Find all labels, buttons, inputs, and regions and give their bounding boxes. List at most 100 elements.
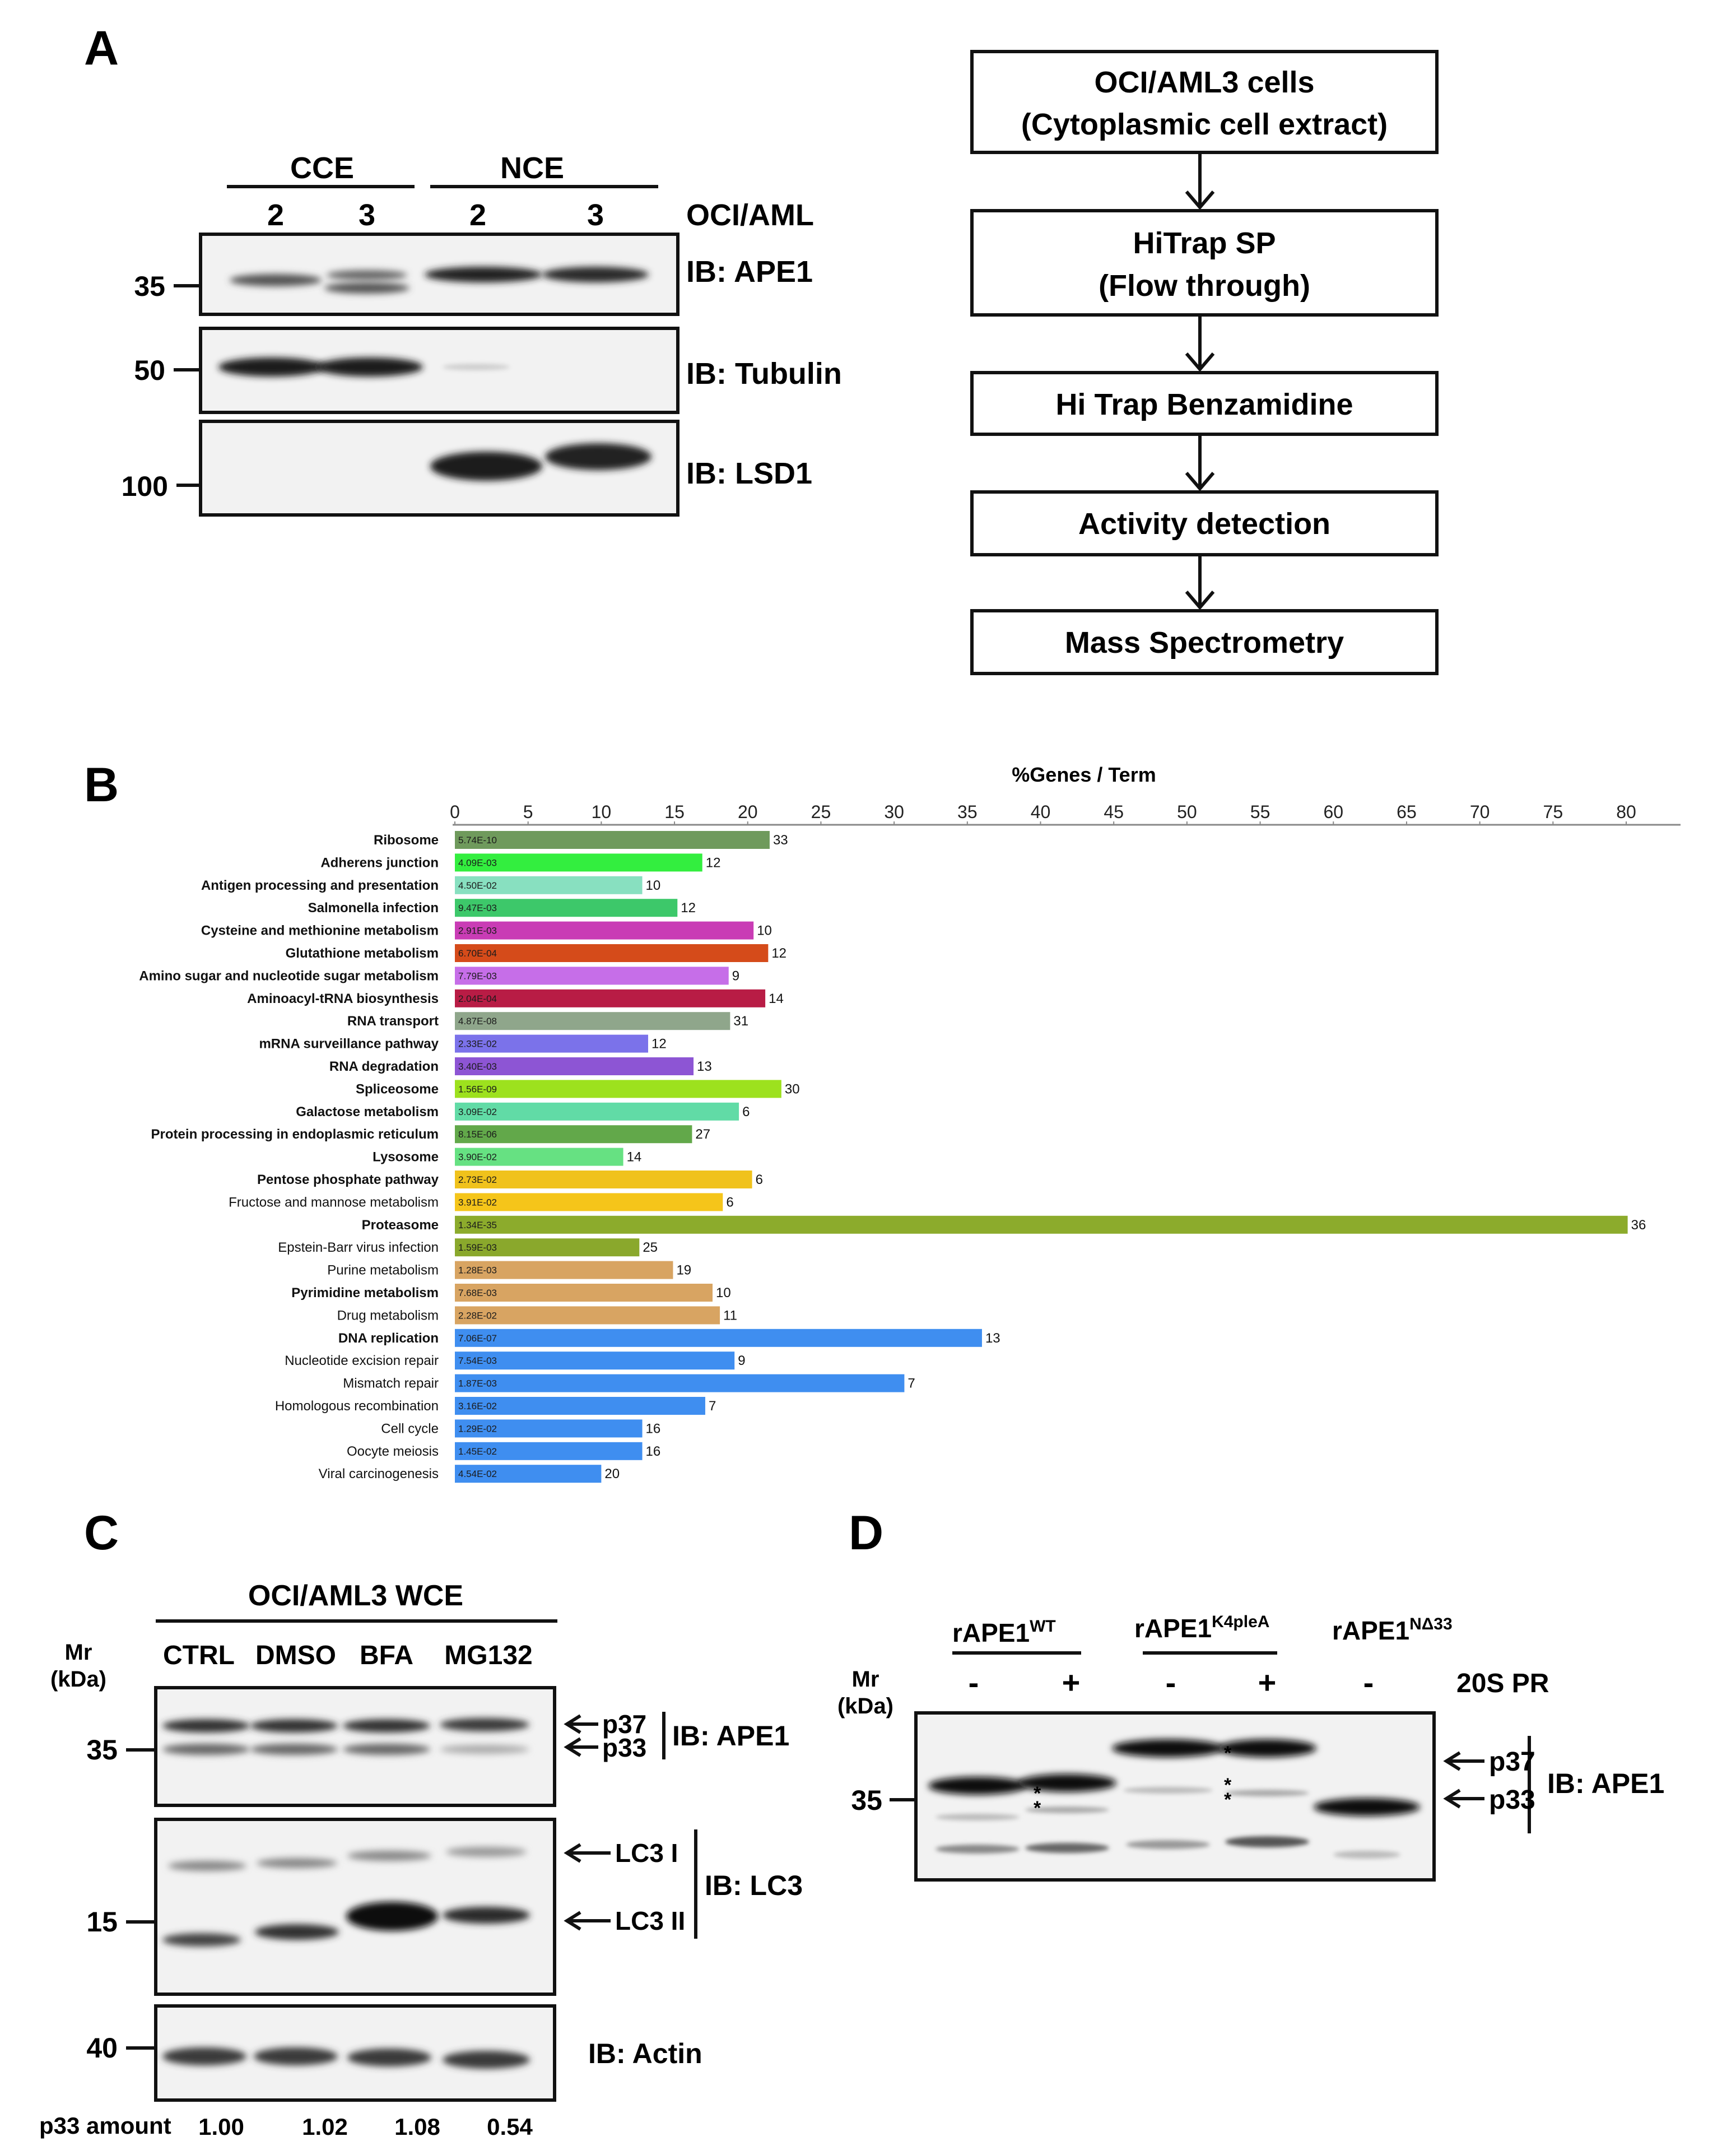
category-label: Adherens junction [320,855,439,870]
pvalue-label: 7.06E-07 [458,1333,497,1344]
marker-35: 35 [86,1734,118,1766]
marker-15: 15 [86,1906,118,1938]
gene-count-label: 20 [604,1466,620,1481]
bar [455,899,678,917]
label-lc3-i: LC3 I [615,1838,678,1868]
bar [455,1351,735,1370]
lane-label: 2 [469,198,486,232]
kda-label: (kDa) [837,1694,893,1719]
protein-label-k4plea: rAPE1K4pleA [1134,1613,1269,1643]
flow-arrow [1185,315,1215,372]
gene-count-label: 13 [697,1059,712,1074]
gene-count-label: 27 [695,1127,710,1142]
x-tick-label: 35 [957,802,978,822]
band [928,1777,1027,1795]
bar [455,831,770,849]
quant-value: 1.00 [198,2114,244,2140]
lane-label: MG132 [444,1641,532,1670]
band [1025,1806,1109,1813]
bar [455,1419,643,1438]
category-label: Glutathione metabolism [286,946,439,961]
category-label: Pentose phosphate pathway [257,1172,439,1187]
gene-count-label: 6 [756,1172,763,1187]
gene-count-label: 31 [733,1014,748,1029]
label-p33: p33 [1489,1785,1535,1815]
x-tick-label: 65 [1397,802,1417,822]
band [218,357,325,377]
protein-label-wt: rAPE1WT [952,1617,1056,1647]
pvalue-label: 7.68E-03 [458,1288,497,1298]
flow-box-3 [970,371,1439,436]
pvalue-label: 1.29E-02 [458,1423,497,1434]
star: * [1224,1789,1232,1810]
star: * [1224,1743,1232,1764]
pvalue-label: 5.74E-10 [458,835,497,846]
band [162,2047,246,2065]
protein-name: rAPE1 [952,1618,1030,1647]
bar [455,1125,692,1144]
gene-count-label: 9 [738,1353,745,1368]
gene-count-label: 10 [757,923,772,939]
marker-50: 50 [134,355,165,386]
label-p33: p33 [602,1733,646,1762]
band [1025,1843,1109,1853]
kda-label: (kDa) [50,1667,106,1692]
band [1123,1787,1213,1794]
lane-label: 3 [587,198,604,232]
x-tick-label: 80 [1616,802,1636,822]
band [446,1847,527,1857]
panel-label-d: D [849,1506,883,1560]
gene-count-label: 7 [907,1376,915,1391]
star: * [1224,1775,1232,1796]
lane-label: 3 [359,198,375,232]
pvalue-label: 4.09E-03 [458,857,497,868]
panel-d-headers: rAPE1WT rAPE1K4pleA rAPE1NΔ33 Mr (kDa) -… [837,1613,1549,1719]
bar [455,1397,705,1415]
pvalue-label: 2.91E-03 [458,926,497,936]
pvalue-label: 2.04E-04 [458,993,497,1004]
bar [455,1465,602,1483]
workflow-diagram: OCI/AML3 cells (Cytoplasmic cell extract… [970,50,1439,675]
pvalue-label: 3.40E-03 [458,1061,497,1072]
protein-name: rAPE1 [1332,1616,1409,1645]
band [440,1745,529,1754]
gene-count-label: 14 [769,991,784,1006]
band [443,364,510,370]
x-tick-label: 55 [1250,802,1270,822]
band [250,1744,338,1755]
panel-c-arrows [564,1712,697,1939]
quant-value: 1.02 [302,2114,348,2140]
arrow-lc3-ii [564,1911,611,1931]
flow-box-2-line1: HiTrap SP [1133,226,1276,260]
gene-count-label: 14 [627,1150,642,1165]
gene-count-label: 16 [646,1444,661,1459]
x-tick-label: 75 [1543,802,1563,822]
bar [455,1034,649,1053]
category-label: DNA replication [338,1331,439,1346]
category-label: Drug metabolism [337,1308,439,1323]
band [430,452,542,481]
band [346,1902,438,1931]
gene-count-label: 7 [709,1399,716,1414]
flow-box-4-line1: Activity detection [1078,507,1330,541]
bar [455,876,643,894]
label-p37: p37 [602,1710,646,1739]
lane-label: CTRL [163,1641,235,1670]
category-label: Homologous recombination [275,1399,439,1414]
sign: - [1166,1665,1176,1700]
blot-label-lsd1: IB: LSD1 [686,457,812,490]
pvalue-label: 7.54E-03 [458,1355,497,1366]
flow-arrow [1185,152,1215,210]
flow-arrow [1185,434,1215,491]
band [443,2051,530,2069]
category-label: RNA transport [347,1014,439,1029]
quant-label: p33 amount [39,2112,171,2139]
bar [455,989,766,1007]
sign: - [1363,1665,1374,1700]
band [327,270,407,280]
blot-label-ape1: IB: APE1 [686,255,813,289]
flow-box-2 [970,209,1439,317]
mr-label: Mr [852,1667,879,1692]
pvalue-label: 1.34E-35 [458,1220,497,1230]
category-label: Fructose and mannose metabolism [229,1195,439,1210]
